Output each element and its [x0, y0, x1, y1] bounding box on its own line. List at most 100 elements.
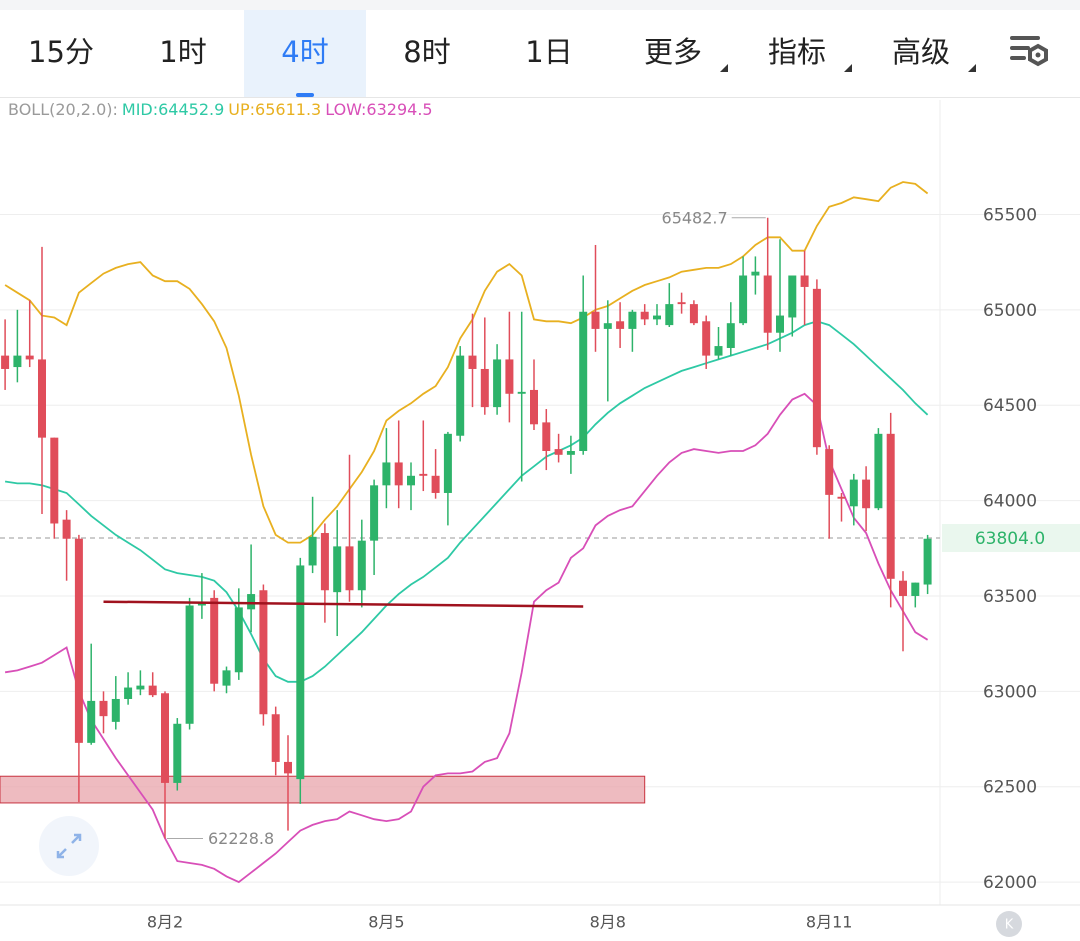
tab[interactable]: 更多	[612, 10, 734, 97]
candle-body	[702, 321, 711, 356]
expand-button[interactable]	[39, 816, 99, 876]
boll-line	[4, 392, 929, 884]
candle-body	[210, 597, 219, 684]
x-tick-label: 8月8	[590, 913, 626, 932]
candle-body	[566, 450, 575, 455]
candle-body	[825, 449, 834, 495]
expand-bg	[39, 816, 99, 876]
x-tick-label: 8月5	[368, 913, 404, 932]
candle-body	[13, 355, 22, 368]
candle-body	[1, 355, 10, 369]
tab[interactable]: 15分	[0, 10, 122, 97]
candle-body	[124, 687, 133, 699]
x-tick-label: 8月2	[147, 913, 183, 932]
tab-label[interactable]: 1时	[159, 35, 207, 69]
candle-body	[837, 496, 846, 499]
tab[interactable]: 4时	[244, 10, 366, 97]
tab-label[interactable]: 指标	[767, 35, 826, 69]
tab[interactable]: 1时	[122, 10, 244, 97]
chart: BOLL(20,2.0): MID:64452.9 UP:65611.3 LOW:63…	[0, 100, 1080, 937]
tab-label[interactable]: 15分	[28, 35, 94, 69]
candle-body	[296, 565, 305, 780]
candle-body	[923, 538, 932, 585]
candle-body	[443, 433, 452, 493]
legend-entry: UP:65611.3	[228, 100, 321, 119]
candle-body	[714, 346, 723, 356]
tab-label[interactable]: 1日	[525, 35, 573, 69]
candle-body	[468, 355, 477, 369]
candle-body	[271, 714, 280, 762]
legend-entry: LOW:63294.5	[325, 100, 432, 119]
candle-body	[308, 536, 317, 566]
candle-body	[99, 700, 108, 717]
tab[interactable]: 指标	[736, 10, 858, 97]
candle-body	[38, 359, 46, 438]
tab-label[interactable]: 8时	[403, 35, 451, 69]
candle-body	[616, 321, 625, 329]
candle-body	[603, 323, 612, 329]
y-tick-label: 63500	[983, 587, 1037, 607]
tab-label[interactable]: 更多	[643, 35, 702, 69]
tab[interactable]: 高级	[860, 10, 982, 97]
candle-body	[431, 475, 440, 493]
expand-glyph	[56, 833, 82, 859]
y-tick-label: 62500	[983, 778, 1037, 798]
candle-body	[456, 355, 465, 436]
candle-body	[136, 685, 145, 690]
candle-body	[628, 311, 637, 329]
k-badge	[996, 911, 1022, 937]
candle-body	[899, 580, 907, 596]
candle-body	[726, 323, 735, 348]
y-tick-label: 63000	[983, 682, 1037, 702]
candle-body	[800, 275, 809, 287]
candle-body	[530, 389, 538, 425]
candle-body	[87, 700, 96, 743]
candle-body	[50, 437, 59, 524]
candle-body	[148, 685, 157, 696]
candle-body	[751, 271, 760, 276]
candle-body	[259, 590, 268, 715]
trendline	[103, 600, 584, 608]
candle-body	[812, 288, 821, 448]
candle-body	[185, 605, 194, 724]
candle-body	[517, 391, 526, 394]
candle-body	[911, 582, 920, 596]
candle-body	[394, 462, 403, 486]
x-tick-label: 8月11	[806, 913, 853, 932]
tab-label[interactable]: 高级	[891, 35, 950, 69]
settings-icon[interactable]	[1000, 24, 1060, 84]
last-price-label: 63804.0	[975, 529, 1045, 549]
legend-entry: BOLL(20,2.0):	[8, 100, 118, 119]
candle-body	[407, 475, 415, 486]
candle-body	[886, 433, 895, 579]
support-zone	[0, 775, 646, 804]
candle-body	[419, 473, 428, 476]
candle-body	[776, 315, 784, 333]
indicator-legend: BOLL(20,2.0): MID:64452.9 UP:65611.3 LOW:63…	[8, 100, 433, 119]
high-marker-label: 65482.7	[662, 208, 728, 227]
y-tick-label: 65000	[983, 301, 1037, 321]
candle-body	[653, 315, 661, 320]
boll-line	[4, 320, 929, 683]
candle-body	[480, 368, 489, 408]
candle-body	[247, 594, 256, 610]
candle-body	[579, 311, 588, 451]
y-tick-label: 62000	[983, 873, 1037, 893]
dropdown-arrow	[720, 64, 728, 72]
candle-body	[554, 449, 563, 455]
candle-body	[382, 462, 391, 486]
candle-body	[161, 693, 169, 783]
low-marker-label: 62228.8	[208, 829, 274, 848]
candle-body	[25, 355, 34, 360]
candle-body	[320, 533, 329, 591]
candle-body	[284, 761, 292, 774]
tab[interactable]: 8时	[366, 10, 488, 97]
candle-body	[74, 538, 83, 743]
tab-label[interactable]: 4时	[281, 35, 329, 69]
k-badge-label: K	[1005, 918, 1014, 933]
tab[interactable]: 1日	[488, 10, 610, 97]
candle-body	[849, 479, 858, 507]
candle-body	[874, 433, 883, 509]
dropdown-arrow	[844, 64, 852, 72]
